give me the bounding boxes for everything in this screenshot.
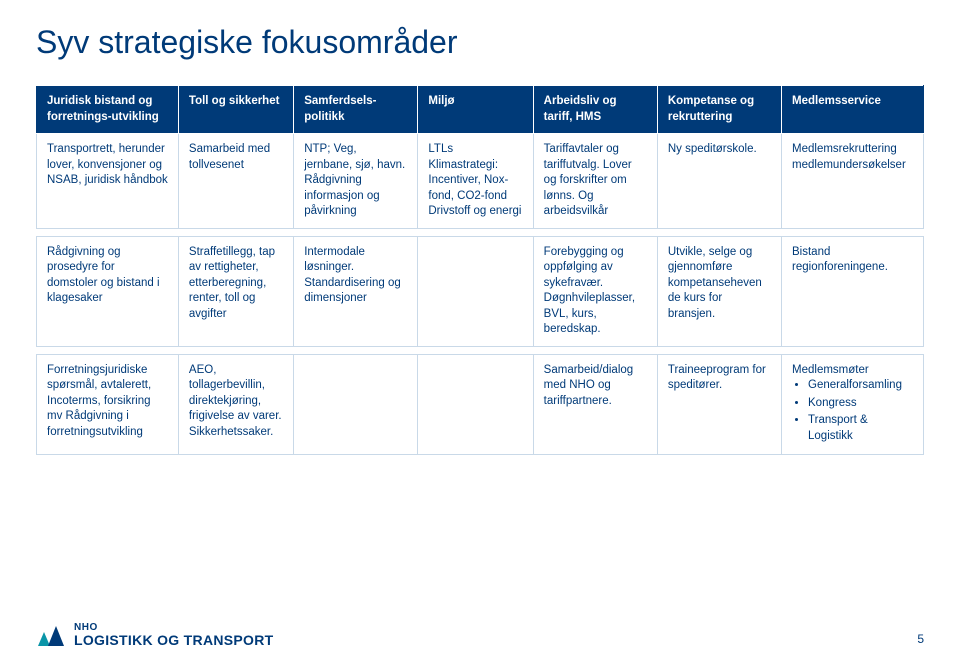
column-header: Samferdsels-politikk	[294, 86, 418, 134]
table-cell: Ny speditørskole.	[657, 134, 781, 229]
table-cell: Straffetillegg, tap av rettigheter, ette…	[178, 236, 293, 346]
list-item: Transport & Logistikk	[808, 413, 913, 444]
table-cell: Intermodale løsninger. Standardisering o…	[294, 236, 418, 346]
column-header: Miljø	[418, 86, 533, 134]
column-header: Juridisk bistand og forretnings-utviklin…	[37, 86, 179, 134]
column-header: Kompetanse og rekruttering	[657, 86, 781, 134]
table-cell: Tariffavtaler og tariffutvalg. Lover og …	[533, 134, 657, 229]
table-cell: Rådgivning og prosedyre for domstoler og…	[37, 236, 179, 346]
table-cell: Utvikle, selge og gjennomføre kompetanse…	[657, 236, 781, 346]
table-cell: Bistand regionforeningene.	[782, 236, 924, 346]
page-number: 5	[917, 632, 924, 646]
table-cell: Forretningsjuridiske spørsmål, avtaleret…	[37, 354, 179, 455]
table-row: Rådgivning og prosedyre for domstoler og…	[37, 236, 924, 346]
focus-areas-table: Juridisk bistand og forretnings-utviklin…	[36, 85, 924, 455]
table-row: Transportrett, herunder lover, konvensjo…	[37, 134, 924, 229]
table-cell: Medlemsrekruttering medlemundersøkelser	[782, 134, 924, 229]
table-cell: Traineeprogram for speditører.	[657, 354, 781, 455]
slide-title: Syv strategiske fokusområder	[36, 24, 924, 61]
table-cell: LTLs Klimastrategi: Incentiver, Nox-fond…	[418, 134, 533, 229]
table-cell: AEO, tollagerbevillin, direktekjøring, f…	[178, 354, 293, 455]
table-cell: MedlemsmøterGeneralforsamlingKongressTra…	[782, 354, 924, 455]
table-cell: Samarbeid/dialog med NHO og tariffpartne…	[533, 354, 657, 455]
table-cell	[294, 354, 418, 455]
table-cell: Forebygging og oppfølging av sykefravær.…	[533, 236, 657, 346]
table-cell	[418, 354, 533, 455]
column-header: Medlemsservice	[782, 86, 924, 134]
logo-main-text: LOGISTIKK OG TRANSPORT	[74, 633, 274, 647]
table-cell: Samarbeid med tollvesenet	[178, 134, 293, 229]
column-header: Arbeidsliv og tariff, HMS	[533, 86, 657, 134]
list-item: Generalforsamling	[808, 378, 913, 394]
logo-mark-icon	[36, 622, 66, 648]
table-cell	[418, 236, 533, 346]
column-header: Toll og sikkerhet	[178, 86, 293, 134]
table-cell: Transportrett, herunder lover, konvensjo…	[37, 134, 179, 229]
table-row: Forretningsjuridiske spørsmål, avtaleret…	[37, 354, 924, 455]
slide: Syv strategiske fokusområder Juridisk bi…	[0, 0, 960, 662]
logo: NHO LOGISTIKK OG TRANSPORT	[36, 622, 274, 648]
list-item: Kongress	[808, 396, 913, 412]
table-cell: NTP; Veg, jernbane, sjø, havn. Rådgivnin…	[294, 134, 418, 229]
